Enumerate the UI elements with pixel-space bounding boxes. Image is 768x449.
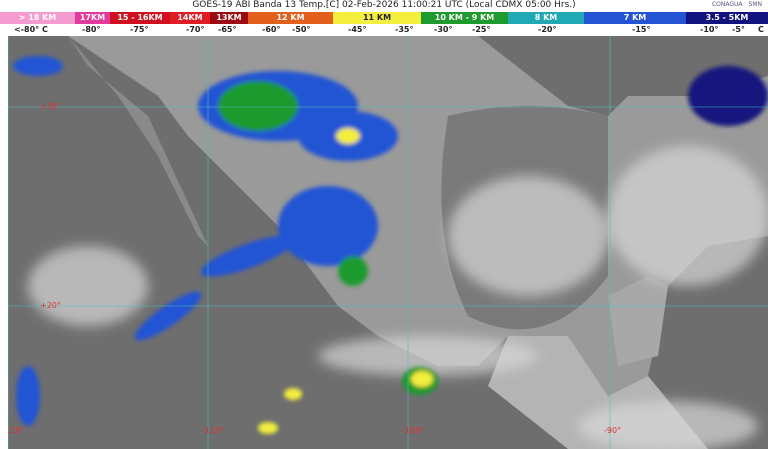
lon-label-100: -100° <box>402 426 424 435</box>
lat-label-20: +20° <box>40 301 61 310</box>
lat-lon-grid <box>8 36 768 449</box>
temperature-label: -65° <box>218 25 237 34</box>
smn-logo: SMN <box>748 1 762 8</box>
lon-label-110: -110° <box>202 426 224 435</box>
legend-segment: > 18 KM <box>0 12 75 24</box>
temperature-label: -35° <box>395 25 414 34</box>
temperature-label: -70° <box>186 25 205 34</box>
legend-segment: 7 KM <box>584 12 686 24</box>
satellite-map: +30° +20° -120° -110° -100° -90° <box>8 36 768 449</box>
lon-label-120: -120° <box>8 426 24 435</box>
lat-label-30: +30° <box>40 102 61 111</box>
legend-segment: 3.5 - 5KM <box>686 12 768 24</box>
temperature-label: -5° <box>732 25 745 34</box>
temperature-label: -25° <box>472 25 491 34</box>
temperature-scale: <-80° C -80° -75° -70° -65° -60° -50° -45° -35° -… <box>0 24 768 36</box>
legend-segment: 11 KM <box>333 12 421 24</box>
color-scale-legend: > 18 KM 17KM 15 - 16KM 14KM 13KM 12 KM 11 KM 10… <box>0 12 768 24</box>
temperature-label: -80° <box>82 25 101 34</box>
temperature-label: -45° <box>348 25 367 34</box>
temperature-label: C <box>758 25 764 34</box>
legend-segment: 13KM <box>210 12 248 24</box>
temperature-label: <-80° C <box>14 25 48 34</box>
legend-segment: 17KM <box>75 12 110 24</box>
lon-label-90: -90° <box>604 426 621 435</box>
temperature-label: -30° <box>434 25 453 34</box>
image-title: GOES-19 ABI Banda 13 Temp.[C] 02-Feb-202… <box>192 0 576 10</box>
temperature-label: -50° <box>292 25 311 34</box>
legend-segment: 12 KM <box>248 12 333 24</box>
convective-clouds <box>13 56 768 434</box>
legend-segment: 8 KM <box>508 12 584 24</box>
legend-segment: 10 KM - 9 KM <box>421 12 508 24</box>
temperature-label: -15° <box>632 25 651 34</box>
clouds <box>28 146 768 449</box>
legend-segment: 14KM <box>170 12 210 24</box>
logos: CONAGUA SMN <box>712 1 762 8</box>
legend-segment: 15 - 16KM <box>110 12 170 24</box>
temperature-label: -75° <box>130 25 149 34</box>
conagua-logo: CONAGUA <box>711 1 743 8</box>
temperature-label: -10° <box>700 25 719 34</box>
temperature-label: -20° <box>538 25 557 34</box>
temperature-label: -60° <box>262 25 281 34</box>
